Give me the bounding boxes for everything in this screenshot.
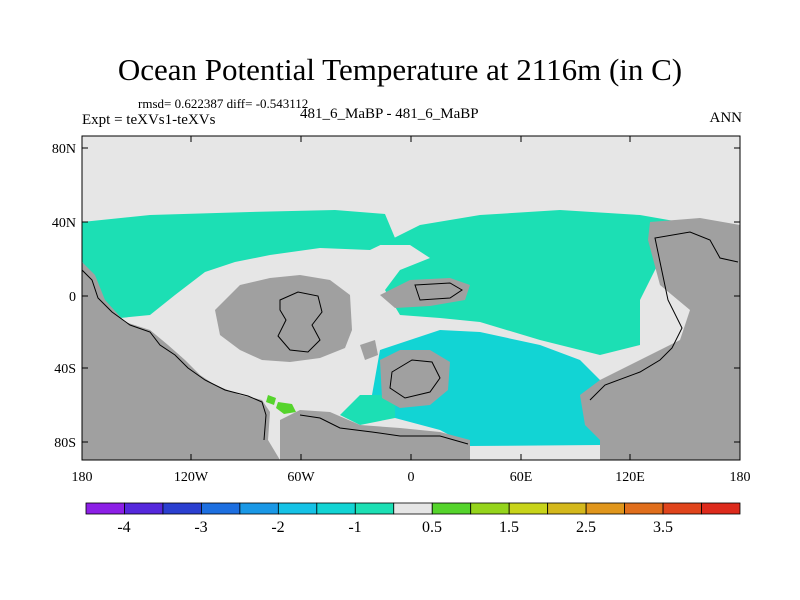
colorbar-swatch-1 bbox=[124, 502, 164, 515]
lat-label-80s: 80S bbox=[54, 436, 76, 451]
near-zero-polar-cap bbox=[82, 136, 740, 222]
coastline-south-central bbox=[389, 359, 441, 399]
diff-plus0-5-region-2 bbox=[266, 395, 276, 405]
colorbar-label-minus3: -3 bbox=[194, 519, 207, 536]
colorbar-swatch-13 bbox=[585, 502, 625, 515]
lon-label-180-west: 180 bbox=[72, 470, 93, 485]
colorbar-label-2-5: 2.5 bbox=[576, 519, 596, 536]
diff-minus1-region-south bbox=[340, 395, 395, 425]
colorbar-swatch-10 bbox=[470, 502, 510, 515]
colorbar-swatch-12 bbox=[547, 502, 587, 515]
colorbar-labels: -4 -3 -2 -1 0.5 1.5 2.5 3.5 bbox=[117, 519, 673, 536]
map-field bbox=[82, 136, 740, 460]
diff-plus0-5-region-1 bbox=[276, 402, 296, 414]
coastline-west bbox=[82, 269, 267, 441]
colorbar-swatch-16 bbox=[701, 502, 741, 515]
coastlines bbox=[82, 231, 739, 445]
axis-ticks bbox=[82, 136, 740, 460]
diff-minus1-region-east bbox=[380, 210, 680, 355]
lat-label-40s: 40S bbox=[54, 362, 76, 377]
lon-label-60w: 60W bbox=[287, 470, 315, 485]
coastline-east bbox=[589, 231, 739, 401]
colorbar-label-minus4: -4 bbox=[117, 519, 130, 536]
lon-label-120e: 120E bbox=[615, 470, 645, 485]
colorbar-label-3-5: 3.5 bbox=[653, 519, 673, 536]
colorbar-swatch-2 bbox=[162, 502, 202, 515]
land-east-continent bbox=[580, 218, 740, 460]
lon-label-120w: 120W bbox=[174, 470, 209, 485]
colorbar-swatch-7 bbox=[354, 502, 395, 515]
colorbar-swatch-6 bbox=[316, 502, 356, 515]
coastline-north-island bbox=[414, 282, 463, 301]
coastline-south bbox=[299, 414, 469, 445]
colorbar-swatch-9 bbox=[431, 502, 472, 515]
colorbar-label-1-5: 1.5 bbox=[499, 519, 519, 536]
map-title: Ocean Potential Temperature at 2116m (in… bbox=[117, 52, 683, 87]
land-north-island bbox=[380, 278, 470, 308]
colorbar-swatch-5 bbox=[277, 502, 318, 515]
lat-label-40n: 40N bbox=[52, 216, 76, 231]
colorbar-swatch-15 bbox=[662, 502, 702, 515]
coastline-central bbox=[277, 291, 323, 353]
lon-label-180-east: 180 bbox=[730, 470, 751, 485]
stats-line: rmsd= 0.622387 diff= -0.543112 bbox=[138, 96, 309, 111]
case-subtitle: 481_6_MaBP - 481_6_MaBP bbox=[300, 106, 479, 122]
colorbar-swatch-8 bbox=[393, 502, 433, 515]
colorbar-swatch-3 bbox=[201, 502, 241, 515]
colorbar-label-minus2: -2 bbox=[271, 519, 284, 536]
lon-label-0: 0 bbox=[408, 470, 415, 485]
colorbar-swatch-4 bbox=[239, 502, 279, 515]
land-small-island bbox=[360, 340, 378, 360]
colorbar-label-minus1: -1 bbox=[348, 519, 361, 536]
experiment-label: Expt = teXVs1-teXVs bbox=[82, 112, 216, 128]
lat-label-80n: 80N bbox=[52, 142, 76, 157]
land-southern-strip bbox=[280, 410, 470, 460]
colorbar-label-0-5: 0.5 bbox=[422, 519, 442, 536]
colorbar bbox=[85, 502, 741, 515]
colorbar-swatch-11 bbox=[508, 502, 549, 515]
lat-label-0: 0 bbox=[69, 290, 76, 305]
colorbar-swatch-14 bbox=[624, 502, 664, 515]
diff-minus1-region-west bbox=[82, 210, 395, 318]
lon-label-60e: 60E bbox=[510, 470, 533, 485]
season-label: ANN bbox=[709, 110, 743, 126]
colorbar-swatch-0 bbox=[85, 502, 125, 515]
